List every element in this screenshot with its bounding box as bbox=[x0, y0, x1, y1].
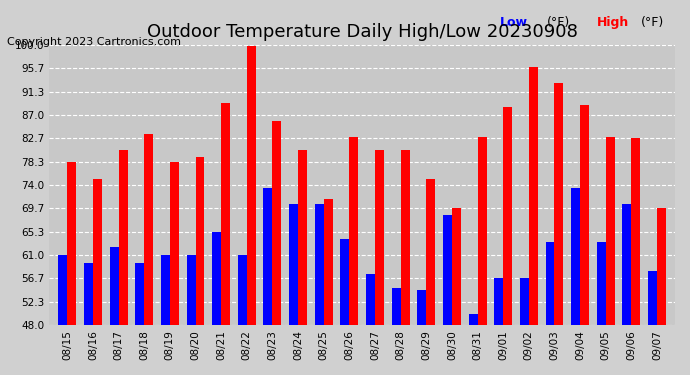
Bar bbox=[417, 290, 426, 325]
Bar bbox=[264, 188, 273, 325]
Bar bbox=[606, 137, 615, 325]
Text: High: High bbox=[597, 15, 629, 28]
Bar bbox=[110, 247, 119, 325]
Bar bbox=[273, 121, 282, 325]
Bar bbox=[503, 107, 512, 325]
Bar bbox=[443, 215, 452, 325]
Bar bbox=[349, 137, 358, 325]
Text: Low: Low bbox=[500, 15, 528, 28]
Bar bbox=[477, 137, 486, 325]
Bar bbox=[170, 162, 179, 325]
Bar bbox=[366, 274, 375, 325]
Bar bbox=[520, 278, 529, 325]
Bar bbox=[195, 157, 204, 325]
Bar bbox=[657, 209, 666, 325]
Bar bbox=[315, 204, 324, 325]
Bar bbox=[469, 315, 477, 325]
Bar bbox=[571, 188, 580, 325]
Bar bbox=[119, 150, 128, 325]
Bar bbox=[597, 242, 606, 325]
Title: Outdoor Temperature Daily High/Low 20230908: Outdoor Temperature Daily High/Low 20230… bbox=[147, 23, 578, 41]
Bar bbox=[452, 209, 461, 325]
Text: Copyright 2023 Cartronics.com: Copyright 2023 Cartronics.com bbox=[7, 37, 181, 47]
Bar bbox=[213, 232, 221, 325]
Bar bbox=[494, 278, 503, 325]
Bar bbox=[68, 162, 77, 325]
Bar bbox=[546, 242, 555, 325]
Bar bbox=[221, 104, 230, 325]
Bar bbox=[631, 138, 640, 325]
Bar bbox=[392, 288, 401, 325]
Text: (°F): (°F) bbox=[546, 15, 570, 28]
Bar bbox=[59, 255, 68, 325]
Bar bbox=[186, 255, 195, 325]
Bar bbox=[648, 272, 657, 325]
Bar bbox=[340, 239, 349, 325]
Bar bbox=[144, 134, 153, 325]
Bar bbox=[401, 150, 410, 325]
Bar bbox=[135, 263, 144, 325]
Bar bbox=[161, 255, 170, 325]
Bar bbox=[555, 83, 564, 325]
Text: (°F): (°F) bbox=[640, 15, 664, 28]
Bar bbox=[298, 150, 307, 325]
Bar bbox=[324, 199, 333, 325]
Bar bbox=[580, 105, 589, 325]
Bar bbox=[247, 46, 256, 325]
Bar bbox=[84, 263, 93, 325]
Bar bbox=[93, 179, 102, 325]
Bar bbox=[529, 67, 538, 325]
Bar bbox=[289, 204, 298, 325]
Bar bbox=[238, 255, 247, 325]
Bar bbox=[622, 204, 631, 325]
Bar bbox=[426, 179, 435, 325]
Bar bbox=[375, 150, 384, 325]
